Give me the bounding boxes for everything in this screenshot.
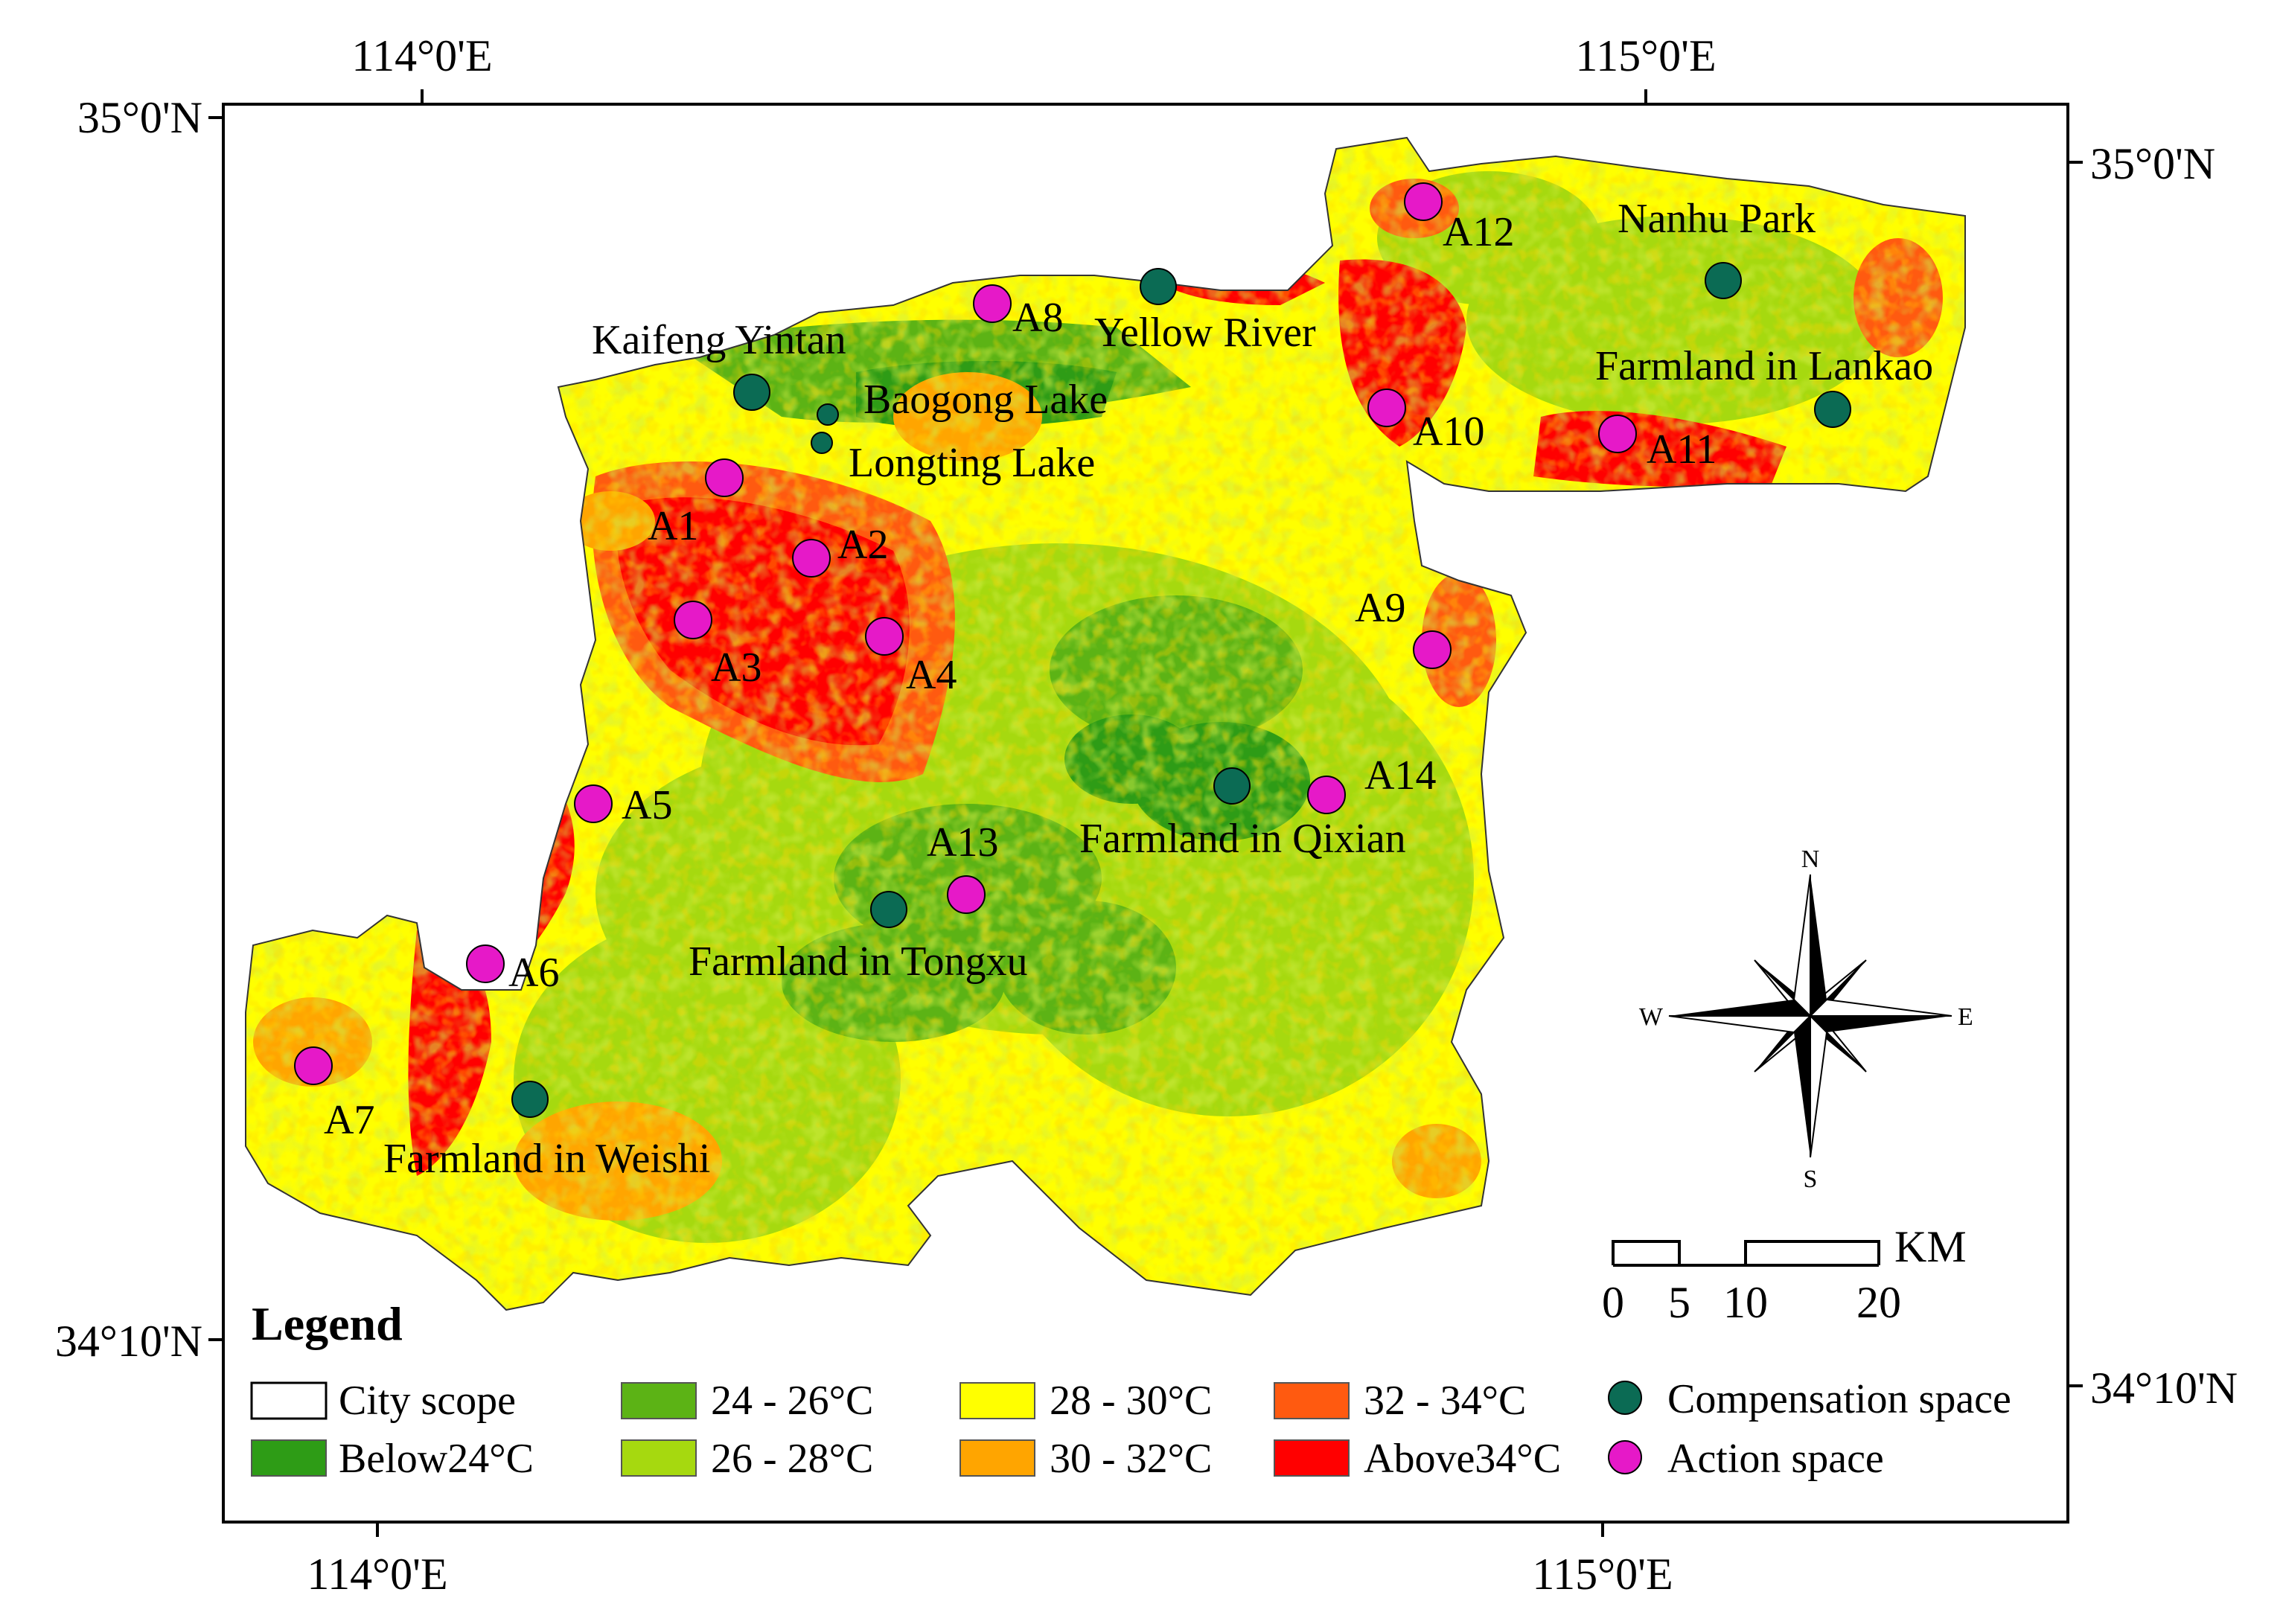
bottom-tick-114: 114°0'E (307, 1550, 447, 1599)
label-farmland-lankao: Farmland in Lankao (1595, 343, 1933, 389)
legend-label-24-26: 24 - 26°C (711, 1378, 873, 1424)
marker-a11 (1598, 415, 1637, 453)
marker-yellow-river (1140, 268, 1177, 305)
label-a8: A8 (1012, 295, 1063, 341)
marker-kaifeng-yintan (733, 374, 770, 411)
legend-label-26-28: 26 - 28°C (711, 1436, 873, 1482)
label-a12: A12 (1443, 209, 1514, 255)
marker-a12 (1404, 182, 1443, 221)
scale-tick-5: 5 (1668, 1278, 1690, 1327)
legend-label-32-34: 32 - 34°C (1364, 1378, 1526, 1424)
legend-swatch-28-30 (960, 1382, 1035, 1419)
marker-farmland-qixian (1213, 767, 1251, 805)
marker-baogong-lake (817, 403, 839, 426)
legend-label-below24: Below24°C (339, 1436, 534, 1482)
right-tick-3410: 34°10'N (2090, 1364, 2238, 1413)
label-a1: A1 (648, 503, 698, 549)
marker-a9 (1413, 630, 1452, 669)
legend-label-action: Action space (1667, 1436, 1884, 1482)
label-a6: A6 (508, 950, 559, 996)
marker-a4 (865, 617, 904, 656)
label-a9: A9 (1355, 585, 1405, 631)
marker-a2 (792, 539, 831, 578)
label-a13: A13 (927, 819, 998, 866)
compass-rose: N S E W (1639, 845, 1973, 1193)
scale-tick-10: 10 (1723, 1278, 1768, 1327)
legend-swatch-30-32 (960, 1439, 1035, 1477)
legend-swatch-32-34 (1274, 1382, 1350, 1419)
marker-a5 (574, 784, 613, 823)
scale-tick-20: 20 (1856, 1278, 1901, 1327)
marker-a14 (1307, 776, 1346, 814)
marker-a13 (947, 875, 986, 914)
label-farmland-qixian: Farmland in Qixian (1079, 816, 1406, 862)
legend-label-above34: Above34°C (1364, 1436, 1561, 1482)
scale-bar: KM 0 5 10 20 (1602, 1222, 1967, 1327)
label-nanhu-park: Nanhu Park (1618, 196, 1816, 242)
marker-farmland-tongxu (870, 891, 907, 928)
label-a2: A2 (837, 522, 888, 568)
top-tick-115: 115°0'E (1575, 31, 1716, 80)
legend-swatch-city-scope (250, 1381, 328, 1420)
action-markers (294, 182, 1637, 1085)
compass-e: E (1958, 1003, 1973, 1031)
marker-longting-lake (811, 432, 833, 454)
marker-farmland-lankao (1814, 391, 1851, 428)
label-a7: A7 (324, 1097, 374, 1143)
legend-title: Legend (252, 1297, 403, 1350)
marker-a1 (705, 458, 744, 497)
marker-a10 (1367, 389, 1406, 427)
label-a3: A3 (711, 645, 761, 691)
left-tick-3410: 34°10'N (55, 1317, 202, 1366)
legend-label-30-32: 30 - 32°C (1050, 1436, 1212, 1482)
bottom-tick-115: 115°0'E (1532, 1550, 1673, 1599)
compass-n: N (1801, 845, 1820, 873)
marker-farmland-weishi (511, 1081, 549, 1118)
legend-swatch-24-26 (621, 1382, 697, 1419)
label-a10: A10 (1413, 409, 1484, 455)
label-a11: A11 (1647, 426, 1717, 473)
legend-swatch-compensation (1608, 1381, 1642, 1415)
legend-swatch-action (1608, 1440, 1642, 1474)
label-a5: A5 (622, 782, 672, 828)
place-labels: Kaifeng Yintan Baogong Lake Longting Lak… (324, 196, 1933, 1182)
label-kaifeng-yintan: Kaifeng Yintan (592, 317, 846, 363)
legend-label-28-30: 28 - 30°C (1050, 1378, 1212, 1424)
scale-unit: KM (1894, 1222, 1967, 1271)
legend: Legend City scope Below24°C 24 - 26°C 26… (250, 1297, 2011, 1482)
marker-a7 (294, 1046, 333, 1085)
legend-label-compensation: Compensation space (1667, 1376, 2011, 1422)
compass-w: W (1639, 1003, 1664, 1031)
right-tick-35: 35°0'N (2090, 139, 2215, 188)
marker-nanhu-park (1705, 262, 1742, 299)
legend-label-city-scope: City scope (339, 1378, 516, 1424)
left-tick-35: 35°0'N (77, 93, 202, 142)
compass-s: S (1804, 1166, 1818, 1193)
marker-a3 (674, 601, 712, 639)
compensation-markers (511, 262, 1851, 1118)
label-farmland-weishi: Farmland in Weishi (383, 1136, 710, 1182)
label-a14: A14 (1364, 752, 1436, 799)
legend-swatch-26-28 (621, 1439, 697, 1477)
marker-a6 (466, 944, 505, 983)
legend-swatch-below24 (251, 1439, 327, 1477)
label-longting-lake: Longting Lake (849, 440, 1095, 486)
scale-tick-0: 0 (1602, 1278, 1624, 1327)
top-tick-114: 114°0'E (351, 31, 492, 80)
label-yellow-river: Yellow River (1094, 310, 1316, 356)
marker-a8 (973, 284, 1012, 323)
label-baogong-lake: Baogong Lake (863, 377, 1108, 423)
legend-swatch-above34 (1274, 1439, 1350, 1477)
label-farmland-tongxu: Farmland in Tongxu (689, 939, 1027, 985)
map-frame (222, 103, 2069, 1524)
label-a4: A4 (906, 652, 957, 698)
